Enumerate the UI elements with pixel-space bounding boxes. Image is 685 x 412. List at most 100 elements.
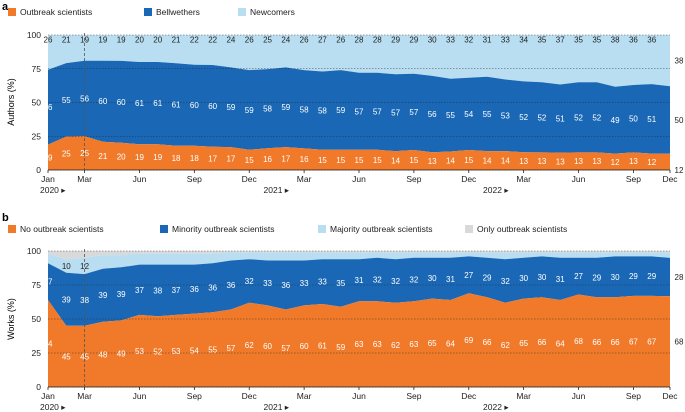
data-label-a-2-4: 19	[117, 36, 126, 45]
data-label-b-0-26: 65	[519, 339, 528, 348]
data-label-b-1-29: 27	[574, 272, 583, 281]
data-label-b-1-0: 27	[44, 278, 53, 287]
data-label-a-0-22: 14	[446, 157, 455, 166]
area-a-1	[48, 60, 670, 154]
end-label-b-0: 28	[675, 273, 684, 282]
x-tick-b-3: Sep	[187, 391, 202, 401]
data-label-a-1-10: 59	[226, 103, 235, 112]
data-label-b-1-6: 38	[153, 286, 162, 295]
data-label-b-0-33: 67	[647, 337, 656, 346]
data-label-b-1-25: 32	[501, 277, 510, 286]
data-label-a-2-9: 22	[208, 36, 217, 45]
legend-swatch-a-2	[238, 8, 246, 16]
data-label-b-0-25: 62	[501, 341, 510, 350]
data-label-a-0-17: 15	[355, 156, 364, 165]
data-label-b-0-3: 48	[98, 350, 107, 359]
data-label-a-1-20: 57	[409, 108, 418, 117]
data-label-a-0-28: 13	[556, 157, 565, 166]
data-label-a-0-4: 20	[117, 152, 126, 161]
data-label-b-0-24: 66	[483, 338, 492, 347]
data-label-b-0-10: 57	[226, 344, 235, 353]
data-label-b-1-27: 30	[537, 273, 546, 282]
data-label-b-1-12: 33	[263, 279, 272, 288]
data-label-b-1-33: 29	[647, 272, 656, 281]
data-label-a-1-1: 55	[62, 96, 71, 105]
data-label-b-1-30: 29	[592, 274, 601, 283]
data-label-a-1-31: 49	[611, 116, 620, 125]
data-label-a-2-21: 30	[428, 36, 437, 45]
data-label-a-0-31: 12	[611, 158, 620, 167]
x-tick-a-12: Dec	[662, 174, 678, 184]
area-b-3	[48, 251, 670, 260]
data-label-a-0-13: 17	[281, 155, 290, 164]
data-label-b-1-28: 31	[556, 275, 565, 284]
legend-swatch-b-3	[465, 225, 473, 233]
data-label-b-1-32: 29	[629, 272, 638, 281]
data-label-b-0-28: 64	[556, 339, 565, 348]
data-label-a-0-27: 13	[537, 157, 546, 166]
data-label-b-1-10: 36	[226, 281, 235, 290]
panel-b: b No outbreak scientists Minority outbrea…	[2, 212, 684, 412]
data-label-a-2-5: 20	[135, 36, 144, 45]
data-label-a-2-0: 26	[44, 36, 53, 45]
data-label-b-1-2: 38	[80, 296, 89, 305]
data-label-b-1-18: 32	[373, 276, 382, 285]
data-label-a-1-23: 54	[464, 110, 473, 119]
data-label-a-1-28: 51	[556, 115, 565, 124]
x-tick-a-3: Sep	[187, 174, 202, 184]
data-label-b-1-7: 37	[172, 286, 181, 295]
data-label-a-0-20: 15	[409, 156, 418, 165]
x-tick-a-0: Jan	[41, 174, 55, 184]
data-label-a-2-26: 34	[519, 36, 528, 45]
legend-b: No outbreak scientists Minority outbreak …	[8, 224, 567, 234]
data-label-b-0-8: 54	[190, 346, 199, 355]
data-label-a-2-27: 35	[537, 36, 546, 45]
data-label-a-1-11: 59	[245, 106, 254, 115]
data-label-a-1-30: 52	[592, 113, 601, 122]
panel-a: a Outbreak scientists Bellwethers Newcomer…	[2, 1, 684, 195]
data-label-a-1-3: 60	[98, 97, 107, 106]
data-label-a-2-31: 38	[611, 36, 620, 45]
legend-label-a-0: Outbreak scientists	[20, 7, 92, 17]
data-label-a-2-18: 28	[373, 36, 382, 45]
year-label-b-2: 2022 ▸	[483, 402, 509, 412]
data-label-a-1-13: 59	[281, 103, 290, 112]
data-label-b-0-9: 55	[208, 346, 217, 355]
data-label-b-1-20: 32	[409, 276, 418, 285]
data-label-a-1-33: 51	[647, 115, 656, 124]
data-label-b-0-15: 61	[318, 342, 327, 351]
plot-a: 0 25 50 75 100 19 25 25 21 20 19 19 18 18 17 17 15 16 17 16…	[27, 30, 684, 195]
y-tick-b-2: 50	[32, 314, 42, 324]
data-label-a-1-19: 57	[391, 109, 400, 118]
data-label-a-0-10: 17	[226, 155, 235, 164]
data-label-b-0-17: 63	[355, 340, 364, 349]
data-label-b-2-1: 12	[80, 262, 89, 271]
area-a-2	[48, 35, 670, 87]
data-label-a-1-21: 56	[428, 110, 437, 119]
data-label-b-0-20: 63	[409, 340, 418, 349]
x-tick-a-11: Sep	[626, 174, 641, 184]
data-label-a-1-16: 59	[336, 106, 345, 115]
data-label-b-0-1: 45	[62, 352, 71, 361]
data-label-a-1-7: 61	[172, 101, 181, 110]
panel-a-label: a	[2, 1, 9, 13]
data-label-b-0-13: 57	[281, 344, 290, 353]
data-label-b-0-23: 69	[464, 336, 473, 345]
data-label-b-0-5: 53	[135, 347, 144, 356]
data-label-a-2-22: 33	[446, 36, 455, 45]
x-tick-a-1: Mar	[77, 174, 92, 184]
data-label-a-0-5: 19	[135, 153, 144, 162]
data-label-a-2-32: 36	[629, 36, 638, 45]
data-label-a-1-24: 55	[483, 110, 492, 119]
data-label-a-2-14: 26	[300, 36, 309, 45]
data-label-a-2-7: 21	[172, 36, 181, 45]
data-label-b-1-13: 36	[281, 281, 290, 290]
data-label-a-1-2: 56	[80, 94, 89, 103]
data-label-a-2-3: 19	[98, 36, 107, 45]
x-tick-a-5: Mar	[297, 174, 312, 184]
data-label-b-1-14: 33	[300, 279, 309, 288]
data-label-a-2-13: 24	[281, 36, 290, 45]
end-label-a-2: 12	[675, 166, 684, 175]
x-tick-b-6: Jun	[352, 391, 366, 401]
data-label-a-1-12: 58	[263, 105, 272, 114]
